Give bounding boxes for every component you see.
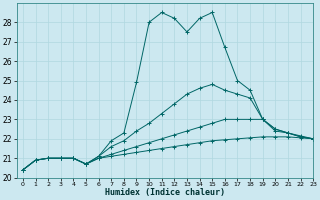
X-axis label: Humidex (Indice chaleur): Humidex (Indice chaleur) bbox=[105, 188, 225, 197]
